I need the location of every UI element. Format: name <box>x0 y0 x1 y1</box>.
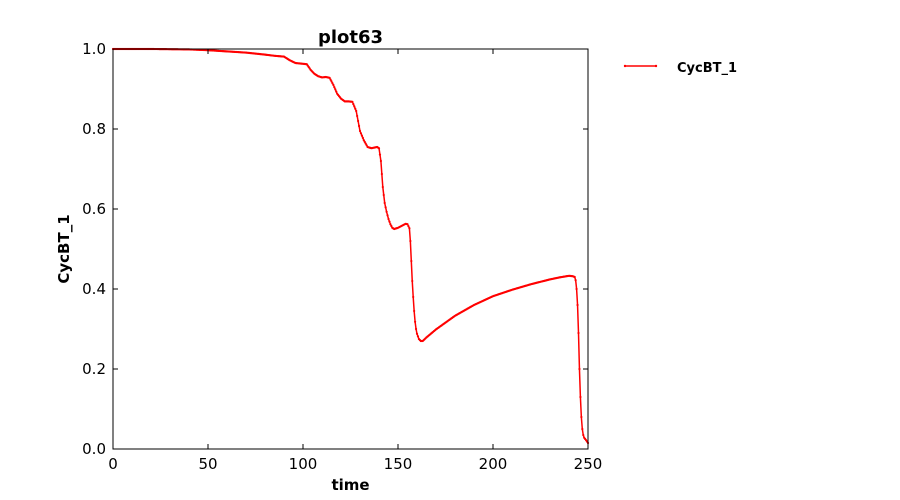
data-point <box>578 367 581 371</box>
legend-marker <box>654 64 658 68</box>
data-point <box>388 220 391 223</box>
data-point <box>335 90 338 93</box>
data-point <box>406 223 409 226</box>
data-point <box>333 86 336 89</box>
data-point <box>575 287 578 291</box>
data-point <box>389 223 392 226</box>
data-point <box>362 139 365 142</box>
data-point <box>411 279 414 283</box>
data-point <box>414 327 418 331</box>
data-point <box>573 275 576 279</box>
data-point <box>574 279 577 282</box>
data-point <box>414 320 417 323</box>
data-point <box>576 303 579 307</box>
y-tick-label: 0.4 <box>82 280 106 298</box>
data-point <box>416 335 420 338</box>
data-point <box>363 140 366 143</box>
x-tick-label: 50 <box>198 455 217 473</box>
data-point <box>351 100 354 103</box>
data-point <box>357 119 360 123</box>
x-tick-label: 250 <box>574 455 603 473</box>
data-point <box>415 332 419 335</box>
data-point <box>412 295 415 299</box>
data-point <box>330 80 333 83</box>
y-tick-label: 0.0 <box>82 440 106 458</box>
x-tick-label: 0 <box>108 455 118 473</box>
plot-area: 0 50 100 150 200 250 0.0 0.2 0.4 0.6 0.8 1.0 <box>82 40 602 473</box>
data-point <box>328 76 331 79</box>
data-point <box>354 107 357 110</box>
data-point <box>360 134 363 137</box>
x-tick-label: 200 <box>479 455 508 473</box>
data-point <box>383 201 386 205</box>
data-point <box>577 331 580 335</box>
y-tick-label: 0.2 <box>82 360 106 378</box>
data-point <box>580 415 583 419</box>
data-point <box>356 114 359 118</box>
y-tick-label: 0.6 <box>82 200 106 218</box>
data-point <box>408 227 411 230</box>
y-axis-label: CycBT_1 <box>55 214 73 283</box>
data-point <box>386 214 389 217</box>
data-point <box>352 103 355 106</box>
data-point <box>329 78 332 81</box>
data-point <box>357 124 361 128</box>
data-point <box>361 136 364 139</box>
data-point <box>334 88 337 91</box>
data-point <box>331 82 334 85</box>
data-point <box>413 309 416 313</box>
data-point <box>407 225 410 228</box>
legend-label: CycBT_1 <box>677 61 737 76</box>
x-tick-label: 100 <box>289 455 318 473</box>
data-point <box>332 83 335 87</box>
data-point <box>410 259 413 263</box>
data-point <box>379 159 382 163</box>
legend: CycBT_1 <box>623 61 737 76</box>
data-point <box>409 239 412 243</box>
data-point <box>358 129 362 133</box>
plot-frame <box>112 48 589 450</box>
y-axis-ticks: 0.0 0.2 0.4 0.6 0.8 1.0 <box>82 40 588 458</box>
data-point <box>390 224 393 228</box>
y-tick-label: 1.0 <box>82 40 106 58</box>
data-point <box>364 142 367 145</box>
data-point <box>353 105 356 108</box>
x-axis-label: time <box>331 476 369 494</box>
data-point <box>378 153 382 156</box>
x-axis-ticks: 0 50 100 150 200 250 <box>108 49 602 473</box>
x-tick-label: 150 <box>384 455 413 473</box>
data-point <box>387 217 390 221</box>
data-point <box>380 172 383 176</box>
legend-marker <box>623 64 627 68</box>
data-point <box>384 206 387 209</box>
data-point <box>359 132 363 135</box>
chart-title: plot63 <box>318 27 383 48</box>
data-point <box>381 185 384 189</box>
data-point <box>377 147 381 150</box>
data-point <box>582 433 585 437</box>
data-point <box>385 210 388 213</box>
data-point <box>581 427 584 431</box>
data-point <box>365 144 368 147</box>
y-tick-label: 0.8 <box>82 120 106 138</box>
data-point <box>579 395 582 399</box>
data-point <box>382 193 385 197</box>
data-point <box>355 109 358 113</box>
